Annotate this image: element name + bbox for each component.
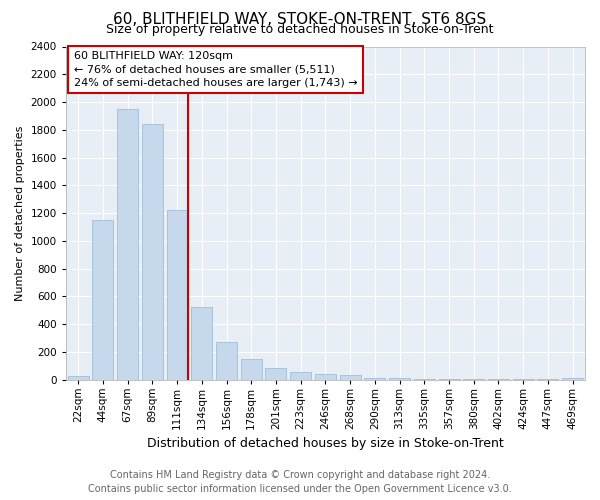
Bar <box>142 124 163 380</box>
X-axis label: Distribution of detached houses by size in Stoke-on-Trent: Distribution of detached houses by size … <box>147 437 504 450</box>
Bar <box>315 374 336 380</box>
Bar <box>562 378 583 380</box>
Bar <box>265 368 286 380</box>
Bar <box>241 359 262 380</box>
Text: 60 BLITHFIELD WAY: 120sqm
← 76% of detached houses are smaller (5,511)
24% of se: 60 BLITHFIELD WAY: 120sqm ← 76% of detac… <box>74 52 357 88</box>
Bar <box>364 378 385 380</box>
Bar <box>117 109 138 380</box>
Y-axis label: Number of detached properties: Number of detached properties <box>15 126 25 300</box>
Text: 60, BLITHFIELD WAY, STOKE-ON-TRENT, ST6 8GS: 60, BLITHFIELD WAY, STOKE-ON-TRENT, ST6 … <box>113 12 487 28</box>
Text: Contains HM Land Registry data © Crown copyright and database right 2024.
Contai: Contains HM Land Registry data © Crown c… <box>88 470 512 494</box>
Bar <box>389 378 410 380</box>
Bar <box>167 210 188 380</box>
Text: Size of property relative to detached houses in Stoke-on-Trent: Size of property relative to detached ho… <box>106 22 494 36</box>
Bar <box>92 220 113 380</box>
Bar <box>216 342 237 380</box>
Bar <box>414 379 435 380</box>
Bar <box>340 376 361 380</box>
Bar <box>191 308 212 380</box>
Bar <box>68 376 89 380</box>
Bar <box>439 379 460 380</box>
Bar <box>290 372 311 380</box>
